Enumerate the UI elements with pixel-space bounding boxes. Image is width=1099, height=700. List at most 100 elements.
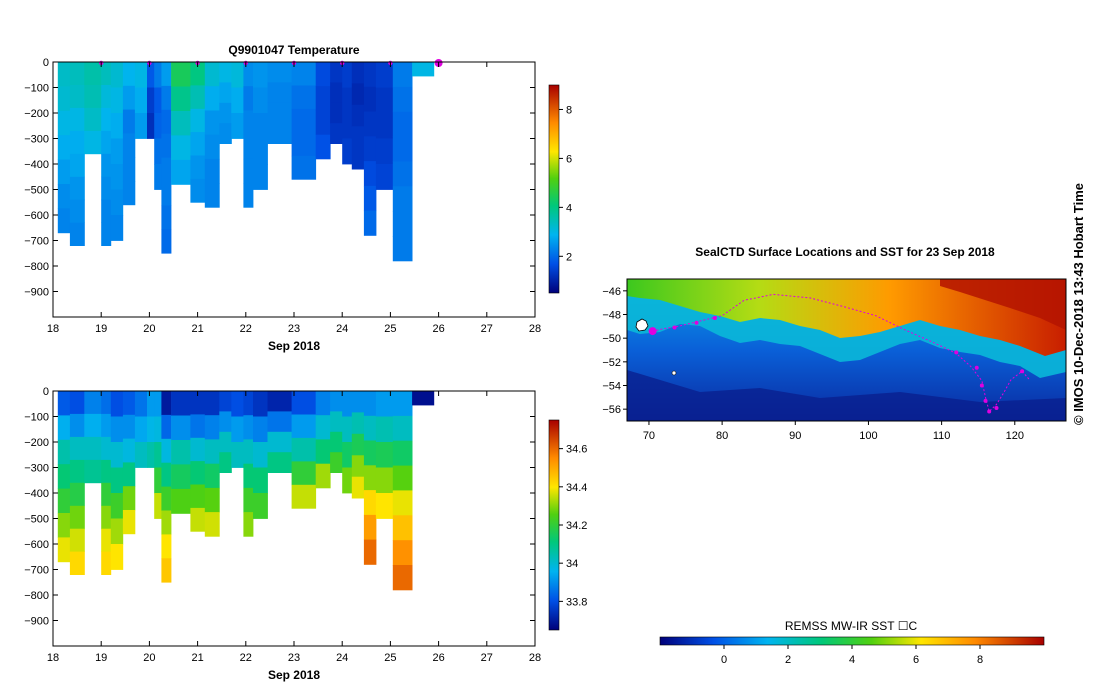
lon-tick-label: 100 [859, 430, 877, 442]
profile-cell [375, 391, 394, 417]
profile-cell [134, 391, 148, 417]
x-tick-label: 24 [336, 323, 348, 335]
profile-cell [392, 490, 413, 516]
profile-cell [330, 431, 343, 453]
profile-cell [147, 62, 155, 88]
profile-cell [101, 62, 112, 86]
profile-cell [330, 411, 343, 433]
profile-cell [110, 467, 124, 494]
profile-cell [267, 411, 292, 433]
axes: 18 19 20 21 22 23 24 25 26 27 28 0 −100 −200 −300 −400 −… [24, 386, 541, 664]
profile-cell [363, 161, 377, 187]
profile-cell [243, 463, 254, 489]
lat-tick-label: −56 [602, 404, 621, 416]
profile-cell [291, 437, 317, 462]
profile-cell [190, 507, 206, 532]
profile-cell [291, 132, 317, 157]
profile-cell [110, 518, 124, 545]
profile-cell [69, 459, 85, 484]
profile-cell [375, 493, 394, 519]
profile-cell [110, 416, 124, 443]
profile-cell [84, 107, 102, 132]
track-position [954, 350, 959, 355]
x-tick-label: 22 [240, 323, 252, 335]
profile-cell [57, 488, 71, 514]
profile-cell [110, 113, 124, 139]
track-position [987, 409, 992, 414]
profile-cell [243, 86, 254, 111]
profile-cell [363, 465, 377, 491]
profile-cell [267, 452, 292, 473]
profile-cell [122, 414, 136, 439]
profile-cell [122, 109, 136, 134]
y-tick-label: −600 [24, 210, 49, 222]
profile-cell [392, 161, 413, 187]
profile-cell [267, 62, 292, 83]
profile-cell [161, 85, 172, 111]
profile-cell [57, 159, 71, 185]
track-position [979, 383, 984, 388]
colorbar-ticks: 33.8 34 34.2 34.4 34.6 [559, 444, 587, 608]
track-position [1020, 369, 1025, 374]
profile-cell [351, 147, 365, 170]
profile-cell [375, 164, 394, 190]
profile-cell [330, 82, 343, 104]
x-tick-label: 20 [143, 323, 155, 335]
profile-cell [57, 513, 71, 538]
profile-cell [69, 85, 85, 109]
map-axes: 70 80 90 100 110 120 −46 −48 −50 −52 −54 −56 [602, 286, 1024, 442]
map-frame [626, 278, 1067, 422]
axes: 18 19 20 21 22 23 24 25 26 27 28 0 −100 −200 −300 −400 −… [24, 57, 541, 335]
profile-cell [110, 544, 124, 570]
profile-cell [110, 138, 124, 165]
profile-cell [57, 439, 71, 465]
profile-cell [291, 461, 317, 486]
profile-cell [267, 102, 292, 124]
colorbar-tick-label: 8 [977, 654, 983, 666]
profile-cell [161, 181, 172, 206]
profile-cell [57, 110, 71, 136]
profile-cell [122, 62, 136, 87]
profile-cell [84, 459, 102, 484]
profile-cell [315, 62, 331, 87]
profile-cell [154, 416, 162, 443]
profile-cell [161, 486, 172, 511]
profile-cell [190, 132, 206, 156]
x-tick-label: 22 [240, 652, 252, 664]
profile-cell [69, 482, 85, 507]
profile-cell [315, 134, 331, 160]
current-position-marker [648, 327, 657, 336]
profile-cell [392, 465, 413, 491]
profile-cell [161, 438, 172, 464]
x-tick-label: 28 [529, 323, 541, 335]
profile-cell [101, 153, 112, 178]
profile-cell [190, 62, 206, 86]
profile-cell [171, 86, 191, 112]
profile-cell [231, 391, 244, 417]
profile-cell [122, 157, 136, 182]
profile-cell [122, 133, 136, 158]
profile-cell [154, 467, 162, 494]
profile-cell [134, 416, 148, 443]
profile-cell [154, 164, 162, 190]
profile-cell [363, 490, 377, 516]
track-position [994, 405, 999, 410]
x-tick-label: 26 [432, 652, 444, 664]
profile-cell [204, 110, 220, 136]
profile-cell [330, 102, 343, 124]
profile-cell [171, 135, 191, 161]
profile-cell [253, 164, 268, 190]
profile-cell [161, 157, 172, 182]
profile-cell [363, 440, 377, 466]
profile-cell [84, 130, 102, 155]
x-tick-label: 27 [481, 323, 493, 335]
profile-cell [219, 452, 232, 473]
profile-cell [392, 540, 413, 566]
profile-cell [147, 87, 155, 114]
profile-cell [253, 493, 268, 519]
colorbar-ticks: 0 2 4 6 8 [721, 645, 983, 666]
colorbar-tick-label: 6 [566, 153, 572, 165]
y-tick-label: −500 [24, 185, 49, 197]
profile-cell [342, 87, 353, 114]
salinity-section-chart: 18 19 20 21 22 23 24 25 26 27 28 0 −100 −200 −300 −400 −… [24, 386, 587, 682]
